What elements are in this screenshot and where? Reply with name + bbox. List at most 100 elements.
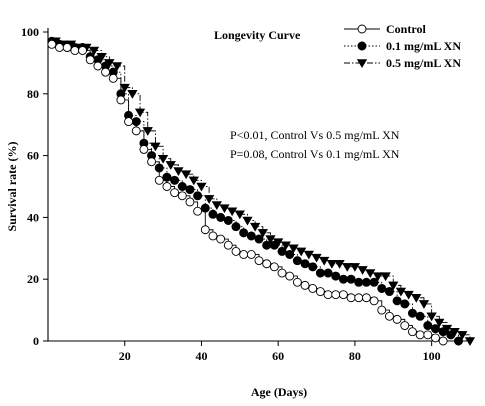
data-point xyxy=(361,277,371,287)
data-point xyxy=(208,231,218,241)
data-point xyxy=(323,268,333,278)
data-point xyxy=(311,253,322,263)
data-point xyxy=(93,61,103,71)
data-point xyxy=(365,269,376,278)
y-tick-label: 60 xyxy=(27,149,39,163)
y-tick-label: 100 xyxy=(21,25,39,39)
data-point xyxy=(408,327,417,337)
data-point xyxy=(157,154,169,164)
data-point xyxy=(418,300,430,309)
legend: Control 0.1 mg/mL XN 0.5 mg/mL XN xyxy=(344,22,461,70)
data-point xyxy=(70,46,80,55)
data-point xyxy=(142,127,153,136)
y-tick-label: 0 xyxy=(33,334,39,348)
data-point xyxy=(134,108,146,118)
data-point xyxy=(250,222,261,232)
data-point xyxy=(423,321,433,331)
data-point xyxy=(315,287,325,297)
axes-layer xyxy=(47,28,470,342)
data-point xyxy=(377,305,387,315)
data-point xyxy=(246,231,256,241)
data-point xyxy=(449,327,460,337)
data-point xyxy=(78,46,87,55)
data-point xyxy=(262,259,272,269)
data-point xyxy=(464,337,476,346)
data-point xyxy=(239,250,249,259)
data-point xyxy=(349,263,361,272)
data-point xyxy=(438,336,448,346)
data-point xyxy=(384,311,394,321)
data-point xyxy=(426,312,437,322)
data-point xyxy=(211,201,222,211)
x-tick-label: 80 xyxy=(349,349,361,363)
data-point xyxy=(231,222,241,232)
data-point xyxy=(334,259,345,269)
data-point xyxy=(170,188,180,198)
x-tick-label: 60 xyxy=(272,349,284,363)
y-tick-label: 40 xyxy=(27,210,39,224)
data-point xyxy=(147,157,157,167)
data-point xyxy=(85,55,95,65)
data-point xyxy=(173,167,184,177)
data-point xyxy=(400,299,410,309)
series-control xyxy=(47,39,448,346)
data-point xyxy=(369,296,379,306)
data-point xyxy=(254,256,264,266)
x-axis-title: Age (Days) xyxy=(251,385,307,399)
data-point xyxy=(127,90,138,99)
data-point xyxy=(415,311,425,321)
legend-item: Control xyxy=(344,22,426,36)
data-point xyxy=(338,274,348,284)
data-point xyxy=(300,280,310,290)
data-point xyxy=(104,59,115,68)
data-point xyxy=(411,293,422,303)
data-point xyxy=(303,250,314,260)
series-layer xyxy=(47,36,476,346)
data-point xyxy=(196,182,207,192)
data-point xyxy=(119,83,130,93)
data-point xyxy=(292,277,302,287)
data-point xyxy=(430,324,440,334)
data-point xyxy=(361,293,371,303)
data-point xyxy=(170,175,180,185)
data-point xyxy=(285,271,295,281)
data-point xyxy=(55,43,64,52)
data-point xyxy=(277,268,287,278)
data-point xyxy=(331,290,341,300)
data-point xyxy=(62,43,72,52)
legend-marker xyxy=(357,24,367,34)
data-point xyxy=(180,170,192,180)
data-point xyxy=(111,62,123,71)
data-point xyxy=(116,95,126,105)
data-point xyxy=(108,73,118,83)
data-point xyxy=(273,238,284,248)
x-tick-label: 20 xyxy=(119,349,131,363)
data-point xyxy=(453,336,463,346)
annotation-control-vs-0-5: P<0.01, Control Vs 0.5 mg/mL XN xyxy=(230,128,400,142)
data-point xyxy=(254,234,264,244)
data-point xyxy=(257,229,268,238)
ticks-layer: 0 20 40 60 80 100 20 40 60 80 100 xyxy=(21,25,441,363)
y-tick-label: 20 xyxy=(27,272,39,286)
data-point xyxy=(315,268,325,278)
data-point xyxy=(227,207,238,217)
data-point xyxy=(342,263,353,272)
data-point xyxy=(308,262,318,272)
data-point xyxy=(346,274,356,284)
data-point xyxy=(407,308,417,318)
data-point xyxy=(395,287,407,297)
data-point xyxy=(300,259,310,269)
series-0-1-mg-ml-xn xyxy=(47,36,463,346)
data-point xyxy=(441,324,453,334)
data-point xyxy=(384,287,394,297)
data-point xyxy=(280,241,291,251)
series-0-5-mg-ml-xn xyxy=(50,37,476,346)
data-point xyxy=(357,266,368,275)
data-point xyxy=(285,249,295,259)
data-point xyxy=(346,293,356,303)
data-point xyxy=(288,244,299,254)
data-point xyxy=(338,290,348,300)
data-point xyxy=(216,234,226,244)
data-point xyxy=(154,175,164,185)
data-point xyxy=(380,272,391,282)
